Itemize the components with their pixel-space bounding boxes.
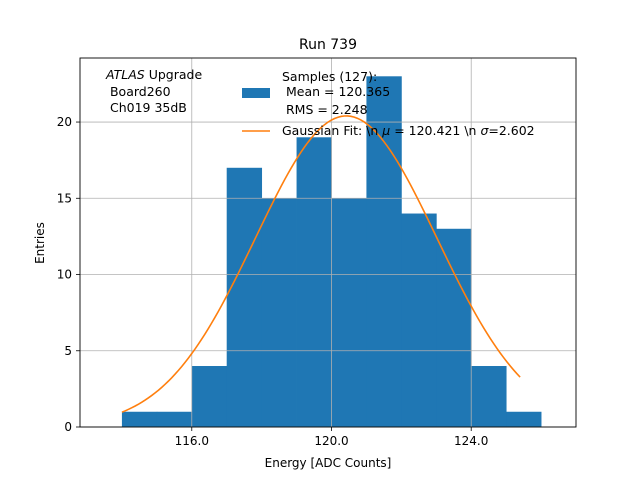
legend-fit-mu-value: = 120.421 \n (390, 123, 480, 138)
legend-fit-sigma-symbol: σ (480, 123, 489, 138)
legend-hist-swatch (242, 88, 270, 98)
histogram-bar (401, 213, 437, 427)
atlas-annotation-board: Board260 (106, 84, 171, 99)
atlas-upgrade-label: Upgrade (145, 67, 203, 82)
y-tick-label: 20 (57, 115, 72, 129)
gaussian-fit-curve (121, 115, 521, 413)
histogram-bars (121, 76, 542, 428)
histogram-bar (331, 198, 367, 427)
histogram-bar (121, 411, 158, 427)
x-axis-label: Energy [ADC Counts] (265, 456, 392, 470)
legend-hist-line2: Mean = 120.365 (282, 84, 390, 99)
legend-hist-line1: Samples (127): (282, 69, 377, 84)
atlas-label: ATLAS (105, 67, 145, 82)
x-tick-label: 124.0 (454, 434, 488, 448)
histogram-bar (261, 198, 297, 427)
histogram-bar (156, 411, 193, 427)
histogram-bar (436, 228, 472, 427)
legend-fit-mu-symbol: μ (381, 123, 390, 138)
y-tick-label: 5 (64, 344, 72, 358)
legend: Samples (127): Mean = 120.365 RMS = 2.24… (242, 69, 535, 138)
atlas-annotation-channel: Ch019 35dB (106, 100, 187, 115)
legend-hist-line3: RMS = 2.248 (282, 102, 368, 117)
histogram-bar (506, 411, 542, 427)
y-tick-label: 0 (64, 420, 72, 434)
histogram-bar (296, 137, 332, 428)
histogram-bar (226, 167, 263, 427)
y-tick-label: 10 (57, 268, 72, 282)
y-axis-label: Entries (33, 222, 47, 264)
x-tick-label: 116.0 (175, 434, 209, 448)
histogram-bar (366, 76, 402, 428)
legend-fit-sigma-value: =2.602 (488, 123, 534, 138)
legend-fit-prefix: Gaussian Fit: \n (282, 123, 382, 138)
gaussian-fit (121, 115, 521, 413)
y-tick-label: 15 (57, 191, 72, 205)
histogram-bar (191, 366, 228, 427)
chart-title: Run 739 (299, 37, 357, 53)
atlas-annotation-line1: ATLAS Upgrade (105, 67, 202, 82)
histogram-bar (471, 366, 507, 427)
plot-frame (79, 57, 577, 428)
legend-fit-label: Gaussian Fit: \n μ = 120.421 \n σ=2.602 (282, 123, 535, 138)
x-tick-label: 120.0 (314, 434, 348, 448)
axis-ticks: 116.0 120.0 124.0 0 5 10 15 20 (57, 115, 489, 448)
